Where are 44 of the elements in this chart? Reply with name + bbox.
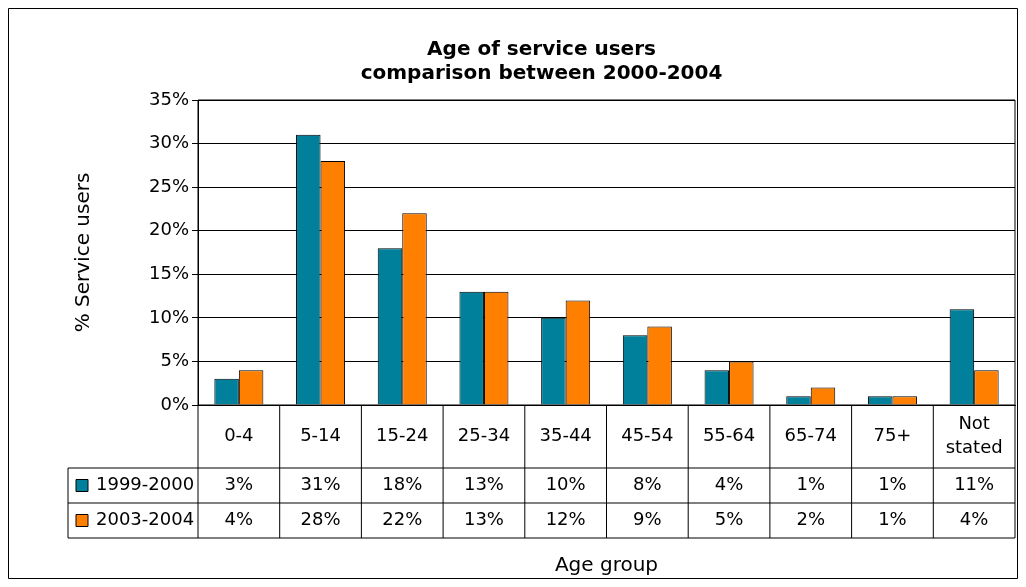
data-label: 4%: [224, 508, 254, 530]
y-tick-label: 0%: [160, 392, 189, 414]
data-label: 2%: [796, 508, 826, 530]
text: comparison between 2000-2004: [360, 60, 723, 85]
data-label: 10%: [545, 473, 586, 495]
y-tick-label: 5%: [160, 349, 189, 371]
x-tick-label: 25-34: [457, 424, 511, 446]
data-label: 4%: [714, 473, 744, 495]
data-label: 12%: [545, 508, 586, 530]
y-tick-label: 25%: [148, 174, 189, 196]
y-axis-title: % Service users: [70, 172, 95, 333]
data-label: 1%: [878, 508, 907, 530]
y-tick-label: 15%: [148, 261, 189, 283]
y-tick-label: 35%: [148, 87, 189, 109]
x-tick-label: 0-4: [224, 424, 254, 446]
data-label: 13%: [463, 508, 504, 530]
x-tick-label: 75+: [873, 424, 912, 446]
x-tick-label: 15-24: [376, 424, 429, 446]
data-label: 5%: [714, 508, 744, 530]
data-label: 28%: [300, 508, 341, 530]
data-label: 8%: [633, 473, 662, 495]
x-axis-title: Age group: [554, 552, 659, 577]
data-label: 3%: [224, 473, 254, 495]
data-label: 1%: [796, 473, 826, 495]
data-label: 22%: [382, 508, 423, 530]
legend-label: 1999-2000: [96, 473, 195, 495]
data-label: 4%: [959, 508, 989, 530]
y-tick-label: 30%: [148, 131, 189, 153]
x-tick-label: Not stated: [945, 412, 1003, 458]
data-label: 13%: [463, 473, 504, 495]
x-tick-label: 45-54: [621, 424, 674, 446]
x-tick-label: 55-64: [702, 424, 756, 446]
x-tick-label: 5-14: [300, 424, 341, 446]
x-tick-label: 35-44: [539, 424, 592, 446]
data-label: 9%: [633, 508, 662, 530]
y-tick-label: 20%: [148, 218, 189, 240]
data-label: 1%: [878, 473, 907, 495]
x-tick-label: 65-74: [784, 424, 837, 446]
text: Age of service users: [427, 36, 656, 61]
y-tick-label: 10%: [148, 305, 189, 327]
data-label: 11%: [954, 473, 995, 495]
legend-label: 2003-2004: [96, 508, 195, 530]
data-label: 18%: [382, 473, 423, 495]
data-label: 31%: [300, 473, 341, 495]
